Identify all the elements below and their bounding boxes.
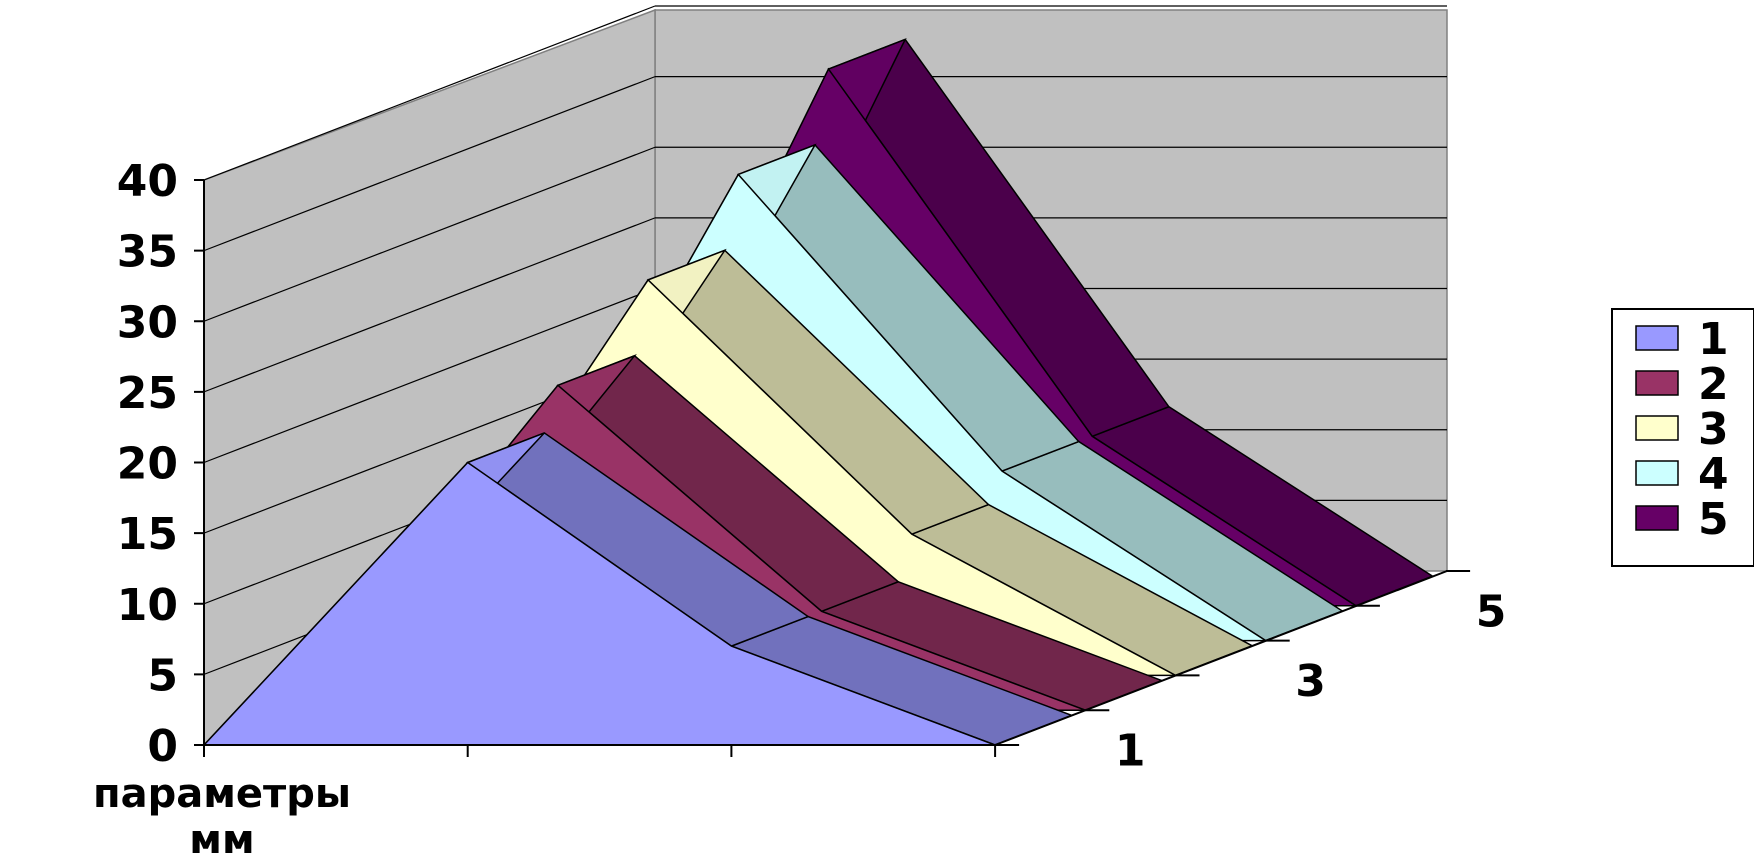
legend-swatch-4 [1635,460,1679,486]
y-tick-label: 35 [117,227,178,278]
series-ribbons [202,38,1435,746]
depth-label-3: 3 [1295,656,1326,707]
depth-axis-line [994,570,1448,746]
gridline-side [203,5,656,181]
legend-label-2: 2 [1698,359,1729,410]
legend-swatch-2 [1635,370,1679,396]
legend-label-1: 1 [1698,314,1729,365]
y-tick-label: 15 [117,509,178,560]
gridline-side [203,146,656,322]
gridline-side [203,287,656,464]
x-axis: параметры мм [93,745,997,854]
legend-swatch-5 [1635,505,1679,531]
y-tick-label: 10 [117,580,178,631]
depth-label-5: 5 [1476,586,1507,637]
legend-swatch-1 [1635,325,1679,351]
y-tick-label: 20 [117,439,178,490]
legend-swatch-3 [1635,415,1679,441]
y-tick-label: 0 [147,721,178,772]
series-1 [202,432,1074,746]
legend-label-3: 3 [1698,404,1729,455]
y-tick-label: 30 [117,297,178,348]
depth-axis: 1 3 5 [995,570,1507,777]
legend-label-4: 4 [1698,449,1729,500]
legend-box [1611,308,1754,567]
y-tick-label: 40 [117,156,178,207]
y-axis: 0 5 10 15 20 25 30 35 40 [117,156,204,772]
gridline-side [203,76,656,252]
gridline-side [203,217,656,393]
legend-label-5: 5 [1698,494,1729,545]
y-tick-label: 5 [147,650,178,701]
depth-label-1: 1 [1115,726,1146,777]
y-tick-label: 25 [117,368,178,419]
x-category-label: параметры мм [93,771,351,854]
